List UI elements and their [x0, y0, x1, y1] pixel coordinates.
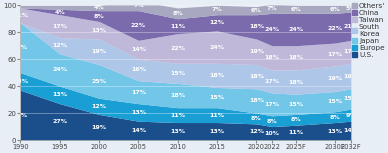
Text: 15%: 15% [327, 99, 343, 104]
Text: 12%: 12% [92, 104, 107, 109]
Text: 5%: 5% [345, 6, 356, 11]
Text: 17%: 17% [131, 90, 146, 95]
Text: 37%: 37% [13, 45, 28, 50]
Text: 8%: 8% [290, 117, 301, 122]
Text: 24%: 24% [288, 27, 303, 32]
Text: 22%: 22% [170, 46, 185, 51]
Text: 8%: 8% [267, 119, 277, 124]
Text: 6%: 6% [330, 7, 341, 12]
Text: 17%: 17% [327, 52, 343, 57]
Text: 24%: 24% [210, 45, 225, 50]
Text: 13%: 13% [327, 129, 343, 134]
Text: 18%: 18% [249, 24, 264, 29]
Text: 12%: 12% [52, 43, 68, 48]
Text: 8%: 8% [251, 116, 262, 121]
Text: 19%: 19% [249, 49, 264, 54]
Text: 14%: 14% [343, 128, 359, 133]
Text: 7%: 7% [267, 6, 277, 11]
Text: 8%: 8% [330, 115, 341, 120]
Text: 12%: 12% [210, 20, 225, 25]
Text: 8%: 8% [94, 14, 104, 19]
Text: 12%: 12% [249, 129, 264, 134]
Text: 6%: 6% [290, 7, 301, 12]
Text: 24%: 24% [52, 67, 68, 73]
Text: 11%: 11% [210, 113, 225, 118]
Text: 18%: 18% [288, 80, 303, 85]
Legend: Others', China, Taiwan, South
Korea, Japan, Europe, U.S.: Others', China, Taiwan, South Korea, Jap… [352, 3, 385, 58]
Text: 15%: 15% [288, 102, 303, 107]
Text: 18%: 18% [249, 99, 264, 103]
Text: 14%: 14% [131, 128, 146, 133]
Text: 18%: 18% [265, 55, 280, 60]
Text: 17%: 17% [265, 79, 280, 84]
Text: 7%: 7% [133, 4, 144, 8]
Text: 18%: 18% [170, 93, 185, 98]
Text: 21%: 21% [343, 24, 359, 29]
Text: 13%: 13% [170, 129, 185, 134]
Text: 15%: 15% [343, 96, 359, 101]
Text: 15%: 15% [170, 71, 185, 76]
Text: 7%: 7% [212, 7, 222, 13]
Text: 13%: 13% [13, 79, 28, 84]
Text: 22%: 22% [327, 26, 343, 31]
Text: 14%: 14% [131, 47, 146, 52]
Text: 13%: 13% [131, 110, 146, 115]
Text: 9%: 9% [345, 113, 356, 118]
Text: 4%: 4% [94, 6, 104, 10]
Text: 19%: 19% [92, 125, 107, 130]
Text: 11%: 11% [288, 130, 303, 135]
Text: 13%: 13% [52, 92, 68, 97]
Text: 24%: 24% [265, 27, 280, 32]
Text: 11%: 11% [170, 24, 185, 29]
Text: 18%: 18% [210, 73, 225, 78]
Text: 15%: 15% [210, 95, 225, 100]
Text: 6%: 6% [251, 8, 262, 13]
Text: 4%: 4% [54, 9, 65, 15]
Text: 19%: 19% [343, 74, 359, 78]
Text: 25%: 25% [92, 79, 107, 84]
Text: 13%: 13% [210, 129, 225, 134]
Text: 10%: 10% [265, 131, 280, 136]
Text: 8%: 8% [172, 11, 183, 16]
Text: 17%: 17% [52, 24, 68, 29]
Text: 16%: 16% [131, 67, 146, 73]
Text: 17%: 17% [343, 49, 359, 54]
Text: 22%: 22% [131, 23, 146, 28]
Text: 11%: 11% [13, 13, 28, 18]
Text: 18%: 18% [288, 55, 303, 60]
Text: 19%: 19% [327, 76, 343, 81]
Text: 27%: 27% [52, 119, 68, 124]
Text: 11%: 11% [170, 113, 185, 118]
Text: 37%: 37% [13, 113, 28, 118]
Text: 19%: 19% [92, 49, 107, 54]
Text: 13%: 13% [92, 28, 107, 33]
Text: 18%: 18% [249, 74, 264, 79]
Text: 17%: 17% [265, 102, 280, 107]
